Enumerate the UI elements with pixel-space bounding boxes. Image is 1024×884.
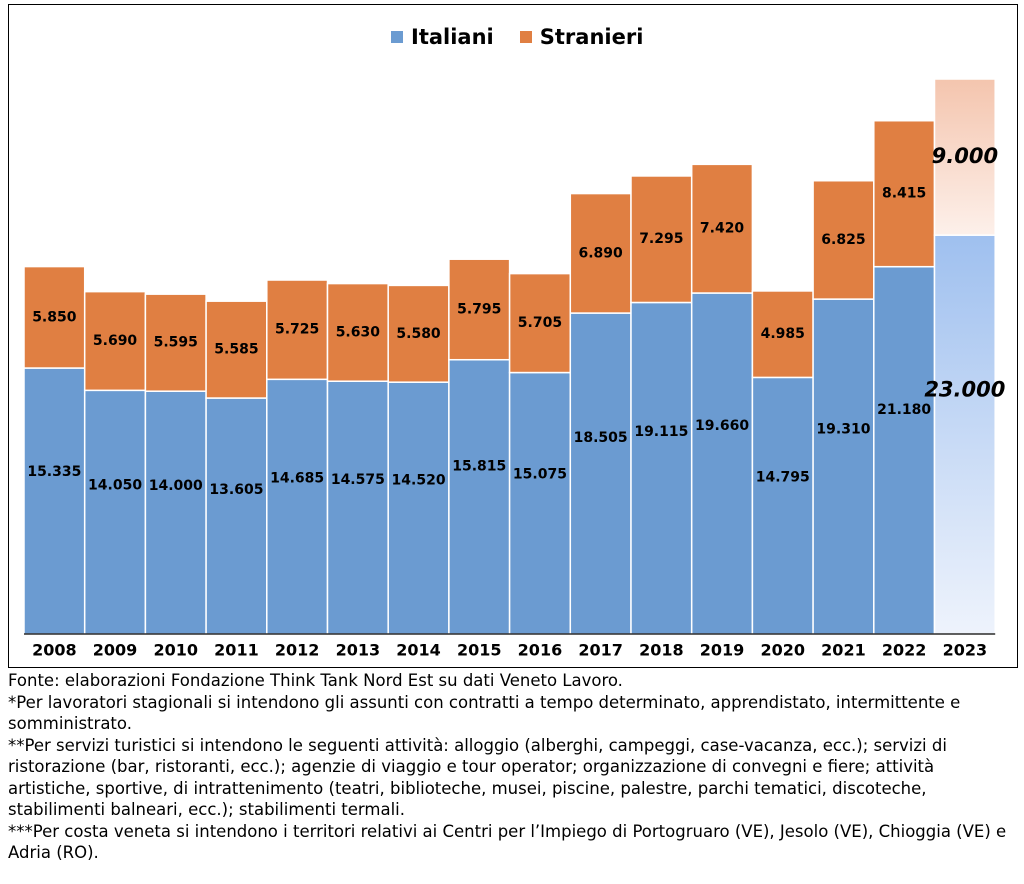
label-stranieri-2022: 8.415 [882, 186, 926, 202]
x-tick-2016: 2016 [518, 641, 563, 660]
bar-stranieri-2014 [387, 284, 450, 383]
bar-stranieri-2008 [23, 265, 86, 369]
label-stranieri-2009: 5.690 [93, 333, 138, 349]
footnote-stagionali: *Per lavoratori stagionali si intendono … [8, 692, 961, 734]
bar-stranieri-2021 [812, 179, 875, 300]
x-tick-2012: 2012 [275, 641, 320, 660]
footnote-servizi-turistici: **Per servizi turistici si intendono le … [8, 735, 947, 820]
bar-italiani-2023 [933, 234, 996, 635]
bar-stranieri-2010 [144, 293, 207, 392]
label-italiani-2014: 14.520 [392, 472, 446, 488]
bar-stranieri-2019 [690, 163, 754, 294]
bar-italiani-2017 [569, 312, 632, 635]
bar-italiani-2012 [266, 378, 329, 635]
bar-italiani-2014 [387, 381, 450, 635]
label-italiani-2017: 18.505 [574, 430, 628, 446]
label-italiani-2019: 19.660 [695, 418, 749, 434]
label-italiani-2011: 13.605 [209, 482, 263, 498]
x-tick-2021: 2021 [821, 641, 866, 660]
bar-italiani-2016 [508, 371, 572, 635]
x-tick-labels: 2008 2009 2010 2011 2012 2013 2014 2015 2016 2017… [32, 641, 987, 660]
label-stranieri-2020: 4.985 [761, 326, 805, 342]
legend-label-italiani: Italiani [411, 25, 494, 49]
legend-swatch-stranieri [519, 31, 532, 43]
bar-italiani-2011 [205, 397, 268, 635]
label-italiani-2018: 19.115 [634, 424, 688, 440]
footnote-costa-veneta: ***Per costa veneta si intendono i terri… [8, 821, 1007, 863]
bar-italiani-2008 [23, 367, 86, 635]
bar-italiani-2015 [448, 358, 511, 635]
x-tick-2011: 2011 [214, 641, 259, 660]
label-italiani-2009: 14.050 [88, 477, 142, 493]
x-tick-2020: 2020 [760, 641, 805, 660]
label-italiani-2021: 19.310 [816, 422, 870, 438]
x-tick-2009: 2009 [93, 641, 138, 660]
label-italiani-2023: 23.000 [924, 378, 1005, 402]
label-stranieri-2018: 7.295 [639, 231, 683, 247]
label-stranieri-2023: 9.000 [932, 144, 998, 168]
legend-item-italiani: Italiani [391, 25, 494, 49]
label-italiani-2008: 15.335 [27, 464, 81, 480]
label-stranieri-2010: 5.595 [154, 335, 198, 351]
x-tick-2015: 2015 [457, 641, 502, 660]
bar-stranieri-2012 [266, 279, 329, 381]
x-tick-2013: 2013 [336, 641, 381, 660]
stacked-bar-chart: 15.335 5.850 14.050 5.690 14.000 5.595 13.605 5… [23, 78, 1005, 660]
bar-stranieri-2013 [326, 282, 389, 382]
label-italiani-2012: 14.685 [270, 471, 324, 487]
x-tick-2019: 2019 [700, 641, 745, 660]
bar-italiani-2022 [873, 265, 936, 635]
label-stranieri-2019: 7.420 [700, 221, 745, 237]
x-tick-2014: 2014 [396, 641, 441, 660]
label-stranieri-2011: 5.585 [214, 342, 258, 358]
bars-layer: 15.335 5.850 14.050 5.690 14.000 5.595 13.605 5… [23, 78, 1005, 635]
footnotes: Fonte: elaborazioni Fondazione Think Tan… [8, 670, 1018, 864]
bar-italiani-2021 [812, 298, 875, 635]
label-italiani-2022: 21.180 [877, 402, 931, 418]
bar-italiani-2009 [83, 389, 147, 635]
bar-stranieri-2023 [933, 78, 996, 236]
label-stranieri-2021: 6.825 [821, 232, 865, 248]
bar-stranieri-2020 [751, 290, 814, 379]
label-stranieri-2017: 6.890 [579, 245, 624, 261]
label-italiani-2010: 14.000 [149, 478, 203, 494]
label-stranieri-2013: 5.630 [336, 324, 381, 340]
label-stranieri-2016: 5.705 [518, 315, 562, 331]
bar-stranieri-2015 [448, 258, 511, 361]
legend-label-stranieri: Stranieri [539, 25, 644, 49]
label-italiani-2013: 14.575 [331, 472, 385, 488]
x-tick-2008: 2008 [32, 641, 77, 660]
legend-swatch-italiani [391, 31, 403, 43]
x-tick-2010: 2010 [153, 641, 198, 660]
x-tick-2018: 2018 [639, 641, 684, 660]
bar-stranieri-2009 [83, 290, 147, 392]
label-italiani-2015: 15.815 [452, 459, 506, 475]
bar-italiani-2019 [690, 292, 754, 635]
label-stranieri-2012: 5.725 [275, 322, 319, 338]
bar-stranieri-2016 [508, 272, 572, 374]
legend-item-stranieri: Stranieri [519, 25, 644, 49]
x-tick-2017: 2017 [578, 641, 623, 660]
bar-italiani-2020 [751, 376, 814, 635]
x-tick-2022: 2022 [882, 641, 927, 660]
source-note: Fonte: elaborazioni Fondazione Think Tan… [8, 671, 623, 690]
bar-italiani-2010 [144, 390, 207, 635]
bar-italiani-2018 [630, 301, 693, 635]
label-italiani-2020: 14.795 [756, 469, 810, 485]
label-stranieri-2008: 5.850 [32, 309, 77, 325]
bar-stranieri-2017 [569, 192, 632, 314]
bar-italiani-2013 [326, 380, 389, 635]
label-stranieri-2015: 5.795 [457, 301, 501, 317]
chart-frame: 15.335 5.850 14.050 5.690 14.000 5.595 13.605 5… [8, 4, 1018, 668]
label-italiani-2016: 15.075 [513, 467, 567, 483]
legend: Italiani Stranieri [391, 25, 643, 49]
label-stranieri-2014: 5.580 [396, 326, 441, 342]
x-tick-2023: 2023 [943, 641, 988, 660]
